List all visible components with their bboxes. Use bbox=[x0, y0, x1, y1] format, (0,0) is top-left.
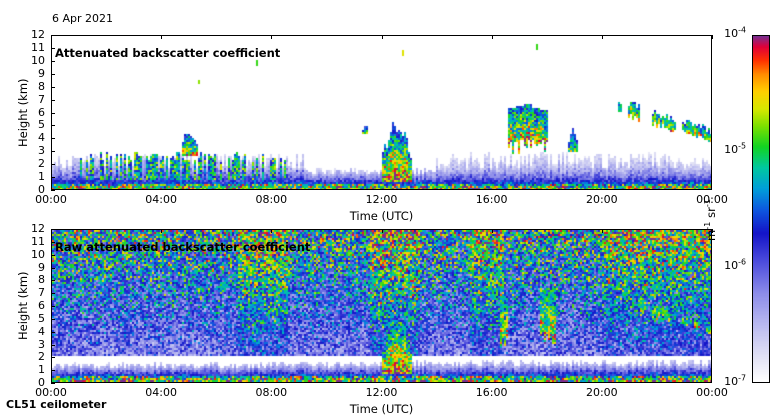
y-tick-label: 7 bbox=[38, 286, 45, 300]
y-tick-label: 11 bbox=[31, 40, 45, 54]
y-tick-mark bbox=[51, 229, 55, 230]
y-tick-label: 0 bbox=[38, 183, 45, 196]
colorbar-gradient bbox=[753, 36, 769, 382]
y-tick-mark bbox=[51, 48, 55, 49]
y-tick-mark bbox=[51, 113, 55, 114]
y-tick-mark bbox=[51, 357, 55, 358]
y-tick-label: 6 bbox=[38, 299, 45, 312]
x-tick-mark bbox=[602, 229, 603, 233]
y-tick-mark bbox=[51, 383, 55, 384]
y-tick-mark bbox=[51, 138, 55, 139]
plot-area-raw bbox=[51, 229, 712, 383]
x-tick-label: 12:00 bbox=[365, 386, 398, 399]
x-tick-mark bbox=[51, 229, 52, 233]
y-tick-label: 12 bbox=[31, 222, 45, 235]
y-tick-mark bbox=[51, 332, 55, 333]
y-axis-title: Height (km) bbox=[16, 77, 30, 147]
x-axis-title: Time (UTC) bbox=[349, 402, 414, 416]
y-tick-label: 3 bbox=[38, 144, 45, 158]
x-tick-label: 08:00 bbox=[255, 386, 288, 399]
y-tick-label: 10 bbox=[31, 247, 45, 261]
x-tick-mark bbox=[602, 35, 603, 39]
heatmap-canvas-raw bbox=[52, 230, 711, 382]
x-tick-label: 00:00 bbox=[35, 193, 67, 206]
x-tick-label: 12:00 bbox=[365, 193, 398, 206]
y-tick-label: 9 bbox=[38, 260, 45, 274]
y-tick-label: 4 bbox=[38, 131, 45, 145]
y-tick-mark bbox=[51, 242, 55, 243]
x-tick-label: 00:00 bbox=[696, 386, 728, 399]
x-tick-mark bbox=[712, 35, 713, 39]
x-tick-label: 04:00 bbox=[145, 193, 177, 206]
y-tick-mark bbox=[51, 164, 55, 165]
colorbar-tick-label: 10-6 bbox=[724, 257, 746, 272]
y-tick-label: 4 bbox=[38, 324, 45, 338]
y-tick-mark bbox=[51, 87, 55, 88]
x-tick-mark bbox=[161, 229, 162, 233]
y-tick-mark bbox=[51, 100, 55, 101]
y-tick-mark bbox=[51, 177, 55, 178]
y-tick-mark bbox=[51, 125, 55, 126]
x-tick-label: 08:00 bbox=[255, 193, 288, 206]
instrument-label: CL51 ceilometer bbox=[6, 398, 107, 411]
x-tick-mark bbox=[712, 229, 713, 233]
colorbar-tick-label: 10-5 bbox=[724, 141, 746, 156]
y-tick-label: 5 bbox=[38, 311, 45, 325]
colorbar-unit-label: m-1 sr-1 bbox=[702, 198, 718, 241]
y-tick-mark bbox=[51, 370, 55, 371]
x-tick-mark bbox=[492, 229, 493, 233]
x-tick-mark bbox=[382, 229, 383, 233]
y-tick-label: 3 bbox=[38, 337, 45, 351]
y-tick-mark bbox=[51, 35, 55, 36]
y-axis-title: Height (km) bbox=[16, 271, 30, 340]
y-tick-label: 1 bbox=[38, 170, 45, 184]
y-tick-mark bbox=[51, 151, 55, 152]
y-tick-mark bbox=[51, 61, 55, 62]
y-tick-label: 1 bbox=[38, 363, 45, 377]
x-tick-label: 04:00 bbox=[145, 386, 177, 399]
y-tick-mark bbox=[51, 293, 55, 294]
x-tick-label: 20:00 bbox=[585, 193, 618, 206]
y-tick-mark bbox=[51, 280, 55, 281]
x-tick-label: 00:00 bbox=[696, 193, 728, 206]
x-tick-mark bbox=[161, 35, 162, 39]
y-tick-label: 12 bbox=[31, 28, 45, 41]
y-tick-mark bbox=[51, 319, 55, 320]
y-tick-mark bbox=[51, 74, 55, 75]
y-tick-label: 5 bbox=[38, 118, 45, 132]
x-tick-mark bbox=[271, 229, 272, 233]
x-tick-label: 16:00 bbox=[475, 386, 508, 399]
y-tick-label: 11 bbox=[31, 234, 45, 248]
x-tick-mark bbox=[51, 35, 52, 39]
date-label: 6 Apr 2021 bbox=[52, 12, 114, 25]
x-axis-title: Time (UTC) bbox=[349, 209, 414, 223]
y-tick-mark bbox=[51, 268, 55, 269]
y-tick-label: 2 bbox=[38, 350, 45, 364]
y-tick-label: 8 bbox=[38, 273, 45, 287]
x-tick-mark bbox=[492, 35, 493, 39]
y-tick-mark bbox=[51, 190, 55, 191]
y-tick-label: 2 bbox=[38, 157, 45, 171]
y-tick-mark bbox=[51, 255, 55, 256]
y-tick-label: 0 bbox=[38, 376, 45, 389]
x-tick-label: 20:00 bbox=[585, 386, 618, 399]
y-tick-mark bbox=[51, 345, 55, 346]
y-tick-label: 10 bbox=[31, 53, 45, 67]
colorbar-tick-label: 10-4 bbox=[724, 25, 746, 40]
y-tick-label: 6 bbox=[38, 105, 45, 119]
x-tick-label: 00:00 bbox=[35, 386, 67, 399]
x-tick-label: 16:00 bbox=[475, 193, 508, 206]
y-tick-mark bbox=[51, 306, 55, 307]
y-tick-label: 8 bbox=[38, 79, 45, 93]
x-tick-mark bbox=[382, 35, 383, 39]
plot-area-attenuated bbox=[51, 35, 712, 190]
heatmap-canvas-attenuated bbox=[52, 36, 711, 189]
colorbar-tick-label: 10-7 bbox=[724, 373, 746, 388]
colorbar bbox=[752, 35, 770, 383]
y-tick-label: 9 bbox=[38, 66, 45, 80]
x-tick-mark bbox=[271, 35, 272, 39]
y-tick-label: 7 bbox=[38, 92, 45, 106]
